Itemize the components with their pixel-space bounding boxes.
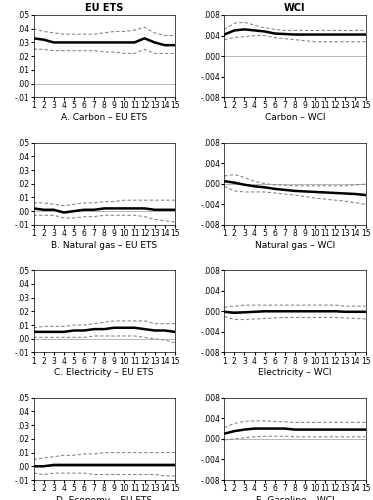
X-axis label: Carbon – WCI: Carbon – WCI xyxy=(265,113,325,122)
X-axis label: D. Economy – EU ETS: D. Economy – EU ETS xyxy=(56,496,152,500)
X-axis label: Natural gas – WCI: Natural gas – WCI xyxy=(255,241,335,250)
X-axis label: E. Gasoline – WCI: E. Gasoline – WCI xyxy=(256,496,334,500)
Title: EU ETS: EU ETS xyxy=(85,3,123,13)
X-axis label: A. Carbon – EU ETS: A. Carbon – EU ETS xyxy=(61,113,147,122)
X-axis label: C. Electricity – EU ETS: C. Electricity – EU ETS xyxy=(54,368,154,378)
X-axis label: Electricity – WCI: Electricity – WCI xyxy=(258,368,332,378)
X-axis label: B. Natural gas – EU ETS: B. Natural gas – EU ETS xyxy=(51,241,157,250)
Title: WCI: WCI xyxy=(284,3,305,13)
